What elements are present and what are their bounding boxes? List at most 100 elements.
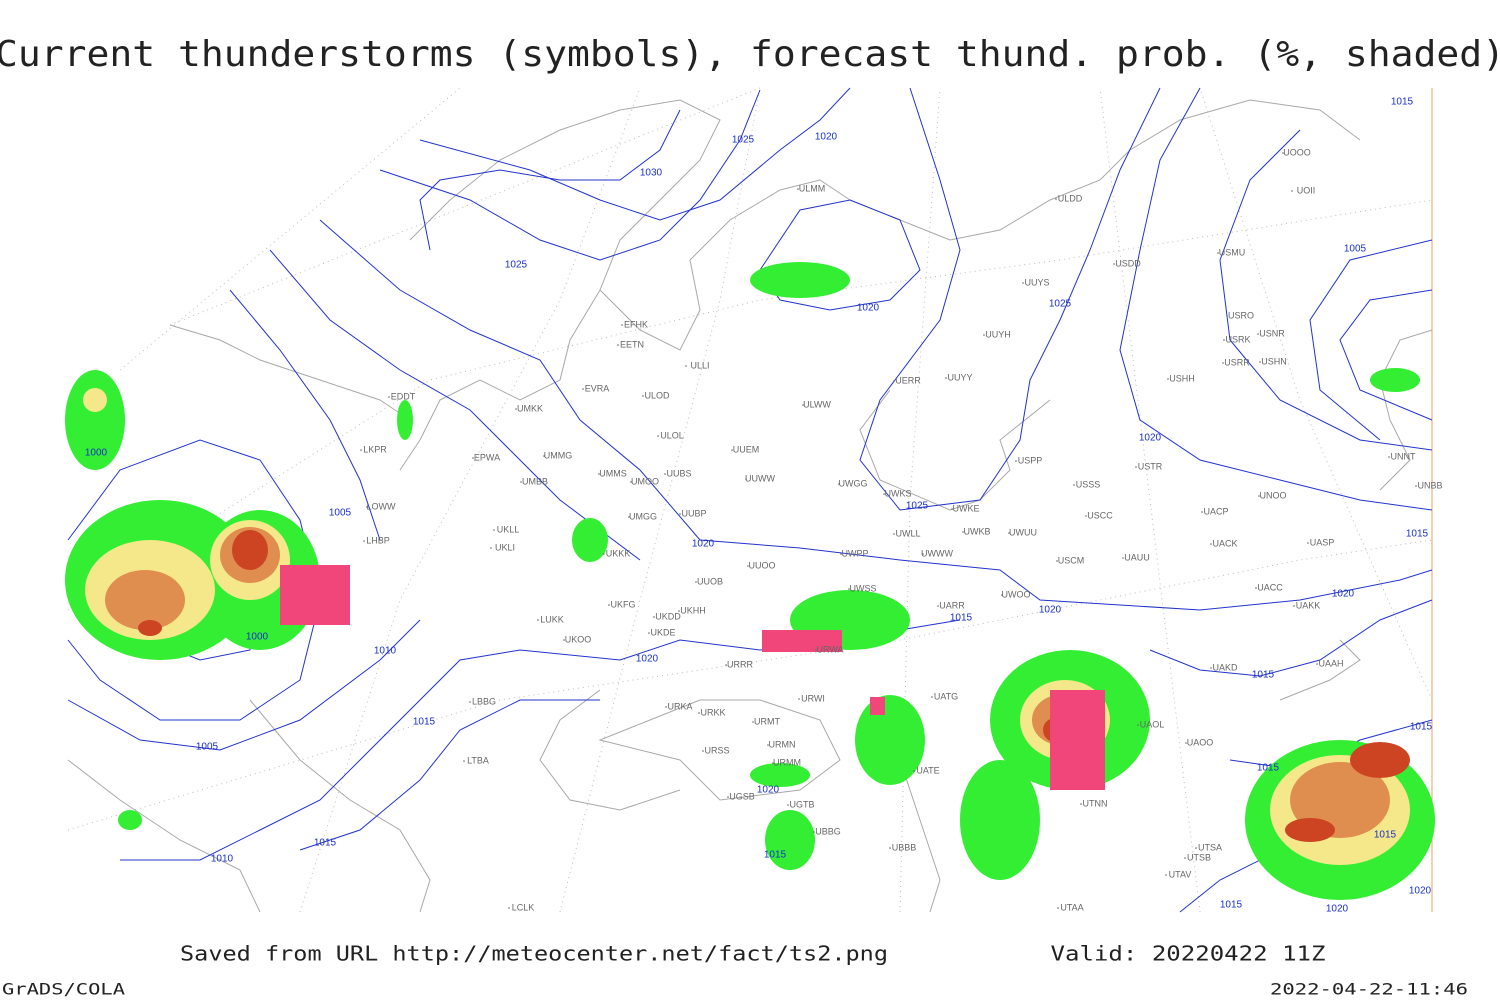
station-label: UOII xyxy=(1297,185,1316,195)
station-label: UNNT xyxy=(1391,451,1416,461)
station-label: UMMG xyxy=(544,450,573,460)
station-label: ULWW xyxy=(803,399,831,409)
station-label: UWUU xyxy=(1009,527,1037,537)
station-label: USRO xyxy=(1228,310,1254,320)
station-label: UUOO xyxy=(749,560,776,570)
station-dot xyxy=(1022,282,1024,284)
isobar-label: 1005 xyxy=(1344,244,1367,255)
station-label: UWOO xyxy=(1002,589,1031,599)
station-label: USHN xyxy=(1261,356,1287,366)
station-label: USCM xyxy=(1058,555,1085,565)
software: GrADS/COLA xyxy=(2,980,125,999)
station-label: UUYH xyxy=(985,329,1011,339)
station-label: UUOB xyxy=(697,576,723,586)
isobar-label: 1015 xyxy=(950,613,973,624)
station-label: LHBP xyxy=(366,535,390,545)
station-dot xyxy=(1293,605,1295,607)
station-label: USDD xyxy=(1115,258,1141,268)
station-dot xyxy=(802,404,804,406)
station-dot xyxy=(1113,263,1115,265)
station-dot xyxy=(657,435,659,437)
station-label: UMMS xyxy=(599,468,627,478)
station-dot xyxy=(1307,542,1309,544)
station-dot xyxy=(493,529,495,531)
station-dot xyxy=(893,533,895,535)
map-area: 1015 1020 1025 1030 1025 1020 1005 1025 1000 1005… xyxy=(65,87,1443,915)
station-label: UWKB xyxy=(964,526,991,536)
isobar-label: 1015 xyxy=(314,838,337,849)
station-dot xyxy=(1222,362,1224,364)
station-dot xyxy=(798,698,800,700)
station-label: ULOL xyxy=(660,430,684,440)
station-label: URKA xyxy=(667,701,692,711)
station-dot xyxy=(1057,907,1059,909)
station-label: UACP xyxy=(1203,506,1228,516)
station-dot xyxy=(537,619,539,621)
station-label: USSS xyxy=(1076,479,1101,489)
station-label: UWLL xyxy=(895,528,920,538)
station-dot xyxy=(772,762,774,764)
station-dot xyxy=(685,365,687,367)
station-label: UASP xyxy=(1310,537,1335,547)
station-dot xyxy=(889,847,891,849)
isobar-label: 1015 xyxy=(1410,722,1433,733)
station-dot xyxy=(582,388,584,390)
station-dot xyxy=(1165,874,1167,876)
station-label: UNBB xyxy=(1417,480,1442,490)
isobar-label: 1015 xyxy=(1220,900,1243,911)
valid-time: Valid: 20220422 11Z xyxy=(1051,942,1326,966)
station-label: UMKK xyxy=(517,403,543,413)
isobar-label: 1020 xyxy=(636,654,659,665)
station-dot xyxy=(1291,190,1293,192)
isobar-label: 1030 xyxy=(640,168,663,179)
isobar-label: 1015 xyxy=(1252,670,1275,681)
isobar-label: 1020 xyxy=(857,303,880,314)
station-label: UKDE xyxy=(650,627,675,637)
station-label: USCC xyxy=(1087,510,1113,520)
station-label: UKOO xyxy=(565,634,592,644)
station-dot xyxy=(563,639,565,641)
isobar-label: 1025 xyxy=(732,135,755,146)
station-label: UUEM xyxy=(733,444,760,454)
station-dot xyxy=(913,770,915,772)
station-dot xyxy=(1080,803,1082,805)
station-dot xyxy=(1185,742,1187,744)
station-dot xyxy=(1255,587,1257,589)
map-frame xyxy=(68,88,1432,912)
isobar-label: 1000 xyxy=(246,632,269,643)
isobar-label: 1020 xyxy=(757,785,780,796)
station-dot xyxy=(1195,847,1197,849)
station-label: UAOO xyxy=(1187,737,1214,747)
station-dot xyxy=(679,513,681,515)
station-dot xyxy=(598,473,600,475)
station-dot xyxy=(731,449,733,451)
station-dot xyxy=(1226,315,1228,317)
station-dot xyxy=(945,377,947,379)
station-label: EFHK xyxy=(624,319,648,329)
station-label: URMT xyxy=(754,716,780,726)
station-dot xyxy=(840,553,842,555)
station-dot xyxy=(797,188,799,190)
title: Current thunderstorms (symbols), forecas… xyxy=(0,34,1500,75)
station-dot xyxy=(752,721,754,723)
station-label: UKLL xyxy=(497,524,520,534)
station-label: UNOO xyxy=(1260,490,1287,500)
station-label: URRR xyxy=(727,659,753,669)
station-label: UTNN xyxy=(1083,798,1108,808)
station-label: ULOD xyxy=(644,390,670,400)
station-label: EDDT xyxy=(391,391,416,401)
station-dot xyxy=(363,540,365,542)
station-label: UMOO xyxy=(631,476,659,486)
isobar-label: 1015 xyxy=(1406,529,1429,540)
station-label: UWKS xyxy=(885,488,912,498)
station-dot xyxy=(1015,460,1017,462)
station-dot xyxy=(1001,594,1003,596)
isobar-label: 1010 xyxy=(211,854,234,865)
station-label: UUYS xyxy=(1024,277,1049,287)
station-label: LTBA xyxy=(467,755,489,765)
station-label: LBBG xyxy=(472,696,496,706)
station-label: UAUU xyxy=(1124,552,1150,562)
station-label: UTSB xyxy=(1187,852,1211,862)
station-dot xyxy=(951,508,953,510)
